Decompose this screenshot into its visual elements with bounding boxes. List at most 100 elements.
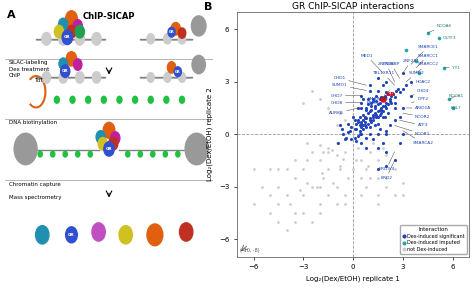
Point	[379, 114, 387, 119]
Circle shape	[73, 59, 82, 70]
Point	[364, 102, 372, 107]
Point	[300, 211, 307, 215]
Circle shape	[38, 151, 42, 157]
Point	[399, 132, 407, 137]
Point	[316, 158, 324, 163]
Point	[329, 181, 337, 186]
Point	[353, 158, 360, 163]
Point	[368, 107, 375, 112]
Circle shape	[164, 96, 169, 103]
Point	[357, 100, 365, 105]
Point	[396, 141, 403, 145]
Circle shape	[36, 226, 49, 244]
Point	[363, 167, 370, 172]
Point	[383, 153, 390, 158]
Circle shape	[117, 96, 122, 103]
Point	[337, 127, 345, 131]
Point	[356, 114, 364, 119]
Title: GR ChIP-SICAP interactions: GR ChIP-SICAP interactions	[292, 2, 414, 11]
Point	[366, 149, 374, 154]
Circle shape	[147, 73, 154, 82]
Circle shape	[61, 65, 70, 77]
Point	[361, 116, 369, 121]
Text: Chromatin capture: Chromatin capture	[9, 182, 61, 187]
Point	[383, 90, 390, 95]
Point	[359, 118, 367, 123]
Point	[324, 106, 332, 110]
Point	[363, 135, 370, 140]
Point	[291, 219, 299, 224]
Point	[386, 99, 393, 103]
Point	[354, 146, 362, 150]
Point	[381, 104, 389, 109]
Point	[366, 88, 374, 93]
Point	[374, 102, 382, 107]
Point	[357, 120, 365, 124]
Text: ZNF281: ZNF281	[403, 59, 419, 73]
Point	[356, 123, 364, 128]
Point	[357, 121, 365, 126]
Text: NCOR2: NCOR2	[403, 113, 430, 119]
Circle shape	[163, 151, 167, 157]
Point	[336, 163, 344, 168]
Text: CSTF3: CSTF3	[439, 36, 456, 40]
Text: CHD4: CHD4	[411, 88, 429, 96]
Point	[374, 146, 382, 150]
Text: BRD2: BRD2	[380, 160, 394, 180]
Point	[303, 158, 310, 163]
Point	[366, 118, 374, 123]
Point	[286, 202, 294, 206]
Point	[347, 137, 356, 142]
Point	[399, 86, 407, 91]
Circle shape	[67, 25, 76, 38]
Point	[266, 167, 274, 172]
Circle shape	[59, 32, 68, 45]
Text: GR: GR	[64, 35, 71, 39]
Text: CREBBP: CREBBP	[383, 62, 400, 78]
Point	[374, 158, 382, 163]
Point	[308, 184, 315, 189]
Text: ChIP-SICAP: ChIP-SICAP	[83, 12, 135, 21]
Point	[291, 211, 299, 215]
Point	[391, 118, 398, 123]
Point	[373, 94, 380, 98]
Text: NCOA1: NCOA1	[448, 94, 464, 99]
Point	[363, 106, 370, 110]
Point	[363, 116, 370, 121]
Circle shape	[14, 133, 37, 165]
Text: YY1: YY1	[444, 66, 460, 70]
Point	[369, 118, 377, 123]
Circle shape	[138, 151, 142, 157]
Point	[291, 158, 299, 163]
Point	[366, 83, 374, 88]
Text: HDAC2: HDAC2	[411, 80, 430, 85]
Text: ATF3: ATF3	[400, 120, 428, 127]
Point	[356, 132, 364, 137]
Circle shape	[98, 137, 107, 150]
Point	[391, 193, 398, 198]
Text: CHD8: CHD8	[330, 101, 361, 105]
Circle shape	[171, 22, 180, 35]
Text: AURKB: AURKB	[329, 108, 358, 115]
Point	[363, 146, 370, 150]
Circle shape	[73, 20, 82, 32]
Circle shape	[96, 131, 105, 143]
Point	[357, 193, 365, 198]
Point	[379, 104, 387, 109]
Point	[359, 97, 367, 101]
Point	[354, 120, 362, 124]
Circle shape	[65, 227, 77, 243]
Point	[416, 71, 423, 75]
Text: SMARCC1: SMARCC1	[416, 53, 438, 68]
Point	[357, 125, 365, 130]
Point	[351, 118, 358, 123]
Point	[368, 100, 375, 105]
Point	[336, 123, 344, 128]
Point	[379, 141, 387, 145]
Point	[446, 97, 453, 101]
Circle shape	[174, 67, 182, 77]
Point	[361, 120, 369, 124]
Point	[364, 121, 372, 126]
Circle shape	[111, 132, 120, 144]
Point	[357, 94, 365, 98]
